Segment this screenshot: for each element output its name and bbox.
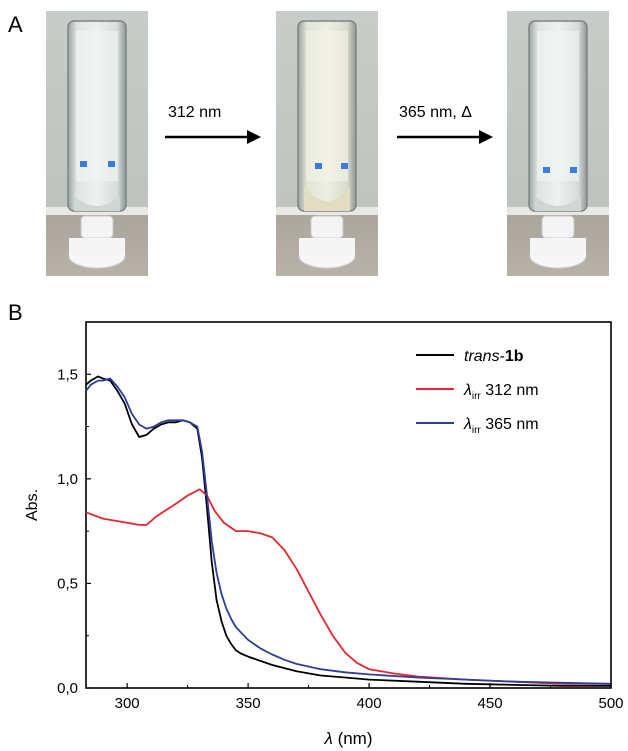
series-layer xyxy=(85,375,612,687)
series-line-irr312 xyxy=(85,488,611,685)
y-tick-label: 0,5 xyxy=(57,575,78,592)
x-tick-label: 300 xyxy=(115,695,140,712)
series-line-trans xyxy=(85,375,611,687)
cuvette-photo-365nm xyxy=(507,11,609,276)
cuvette-initial-image xyxy=(46,11,148,276)
cuvette-365nm-image xyxy=(507,11,609,276)
panel-a-letter: A xyxy=(8,12,23,37)
cuvette-312nm-image xyxy=(276,11,378,276)
legend-label-trans: trans-1b xyxy=(464,348,524,365)
x-tick-label: 350 xyxy=(236,695,261,712)
y-axis-label: Abs. xyxy=(24,489,41,521)
series-line-irr365 xyxy=(85,377,612,685)
panel-b-letter: B xyxy=(8,300,23,325)
x-tick-label: 450 xyxy=(478,695,503,712)
right-arrow-icon xyxy=(397,130,493,144)
legend: trans-1b λirr 312 nm λirr 365 nm xyxy=(416,348,539,436)
right-arrow-icon xyxy=(165,130,261,144)
y-tick-label: 1,0 xyxy=(57,471,78,488)
cuvette-photo-initial xyxy=(46,11,148,276)
y-tick-label: 0,0 xyxy=(57,680,78,697)
legend-label-irr312: λirr 312 nm xyxy=(463,382,539,402)
x-axis-label-unit: (nm) xyxy=(333,729,373,748)
x-tick-label: 400 xyxy=(357,695,382,712)
plot-frame xyxy=(85,321,612,689)
cuvette-photo-312nm xyxy=(276,11,378,276)
x-axis-label: λ (nm) xyxy=(323,729,372,748)
y-tick-label: 1,5 xyxy=(57,366,78,383)
x-axis-label-symbol: λ xyxy=(323,729,332,748)
legend-label-irr365: λirr 365 nm xyxy=(463,416,539,436)
arrow-label-312: 312 nm xyxy=(168,104,222,121)
plot-border xyxy=(85,321,612,689)
arrow-label-365: 365 nm, Δ xyxy=(399,104,472,121)
x-tick-label: 500 xyxy=(598,695,623,712)
ticks-layer: 300 350 400 450 500 0,0 0,5 1,0 1,5 xyxy=(57,366,623,712)
